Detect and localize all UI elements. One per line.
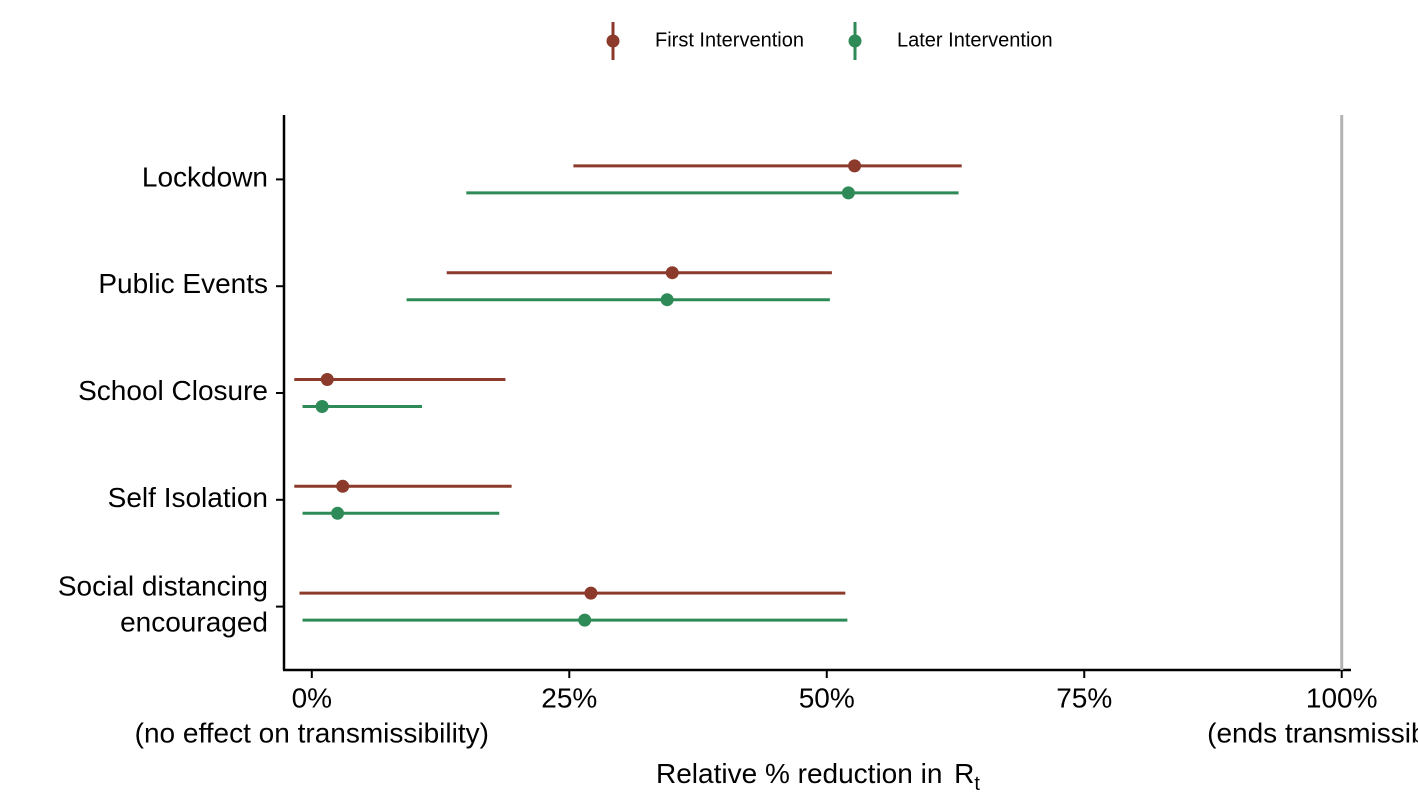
y-tick-label-line: Lockdown — [142, 162, 268, 193]
point — [841, 186, 855, 200]
x-tick-label: 75% — [1056, 682, 1112, 713]
point — [660, 293, 674, 307]
point — [578, 613, 592, 627]
x-tick-label: 50% — [799, 682, 855, 713]
x-tick-label: 0% — [292, 682, 332, 713]
y-tick-label-line: encouraged — [120, 607, 268, 638]
point — [665, 266, 679, 280]
y-tick-label: Lockdown — [142, 162, 268, 193]
point — [336, 479, 350, 493]
legend-key-point — [606, 34, 620, 48]
x-tick-note: (ends transmissibility) — [1207, 717, 1418, 748]
y-tick-label-line: School Closure — [78, 375, 268, 406]
y-tick-label: Self Isolation — [108, 482, 268, 513]
legend-key-point — [848, 34, 862, 48]
legend-label: Later Intervention — [897, 29, 1053, 51]
y-tick-label-line: Self Isolation — [108, 482, 268, 513]
point — [315, 400, 329, 413]
y-tick-label: School Closure — [78, 375, 268, 406]
x-axis-label: Relative % reduction in Rt — [656, 758, 980, 795]
y-tick-label-line: Social distancing — [58, 571, 268, 602]
y-tick-label-line: Public Events — [98, 269, 268, 300]
point — [848, 159, 862, 173]
point — [331, 506, 345, 520]
x-tick-note: (no effect on transmissibility) — [135, 717, 489, 748]
x-tick-label: 25% — [541, 682, 597, 713]
point — [584, 586, 598, 600]
point — [320, 373, 334, 386]
y-tick-label: Social distancing encouraged — [58, 571, 268, 638]
x-tick-label: 100% — [1306, 682, 1378, 713]
legend-label: First Intervention — [655, 29, 804, 51]
y-tick-label: Public Events — [98, 269, 268, 300]
